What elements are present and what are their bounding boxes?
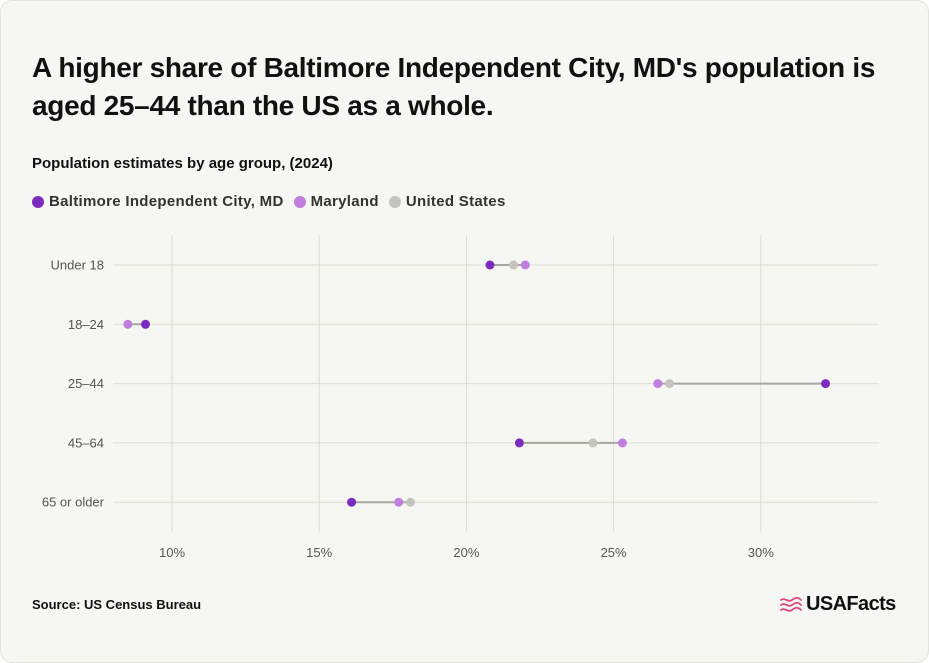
data-point-baltimore <box>347 497 357 507</box>
logo-text: USAFacts <box>806 593 896 615</box>
usafacts-logo: USAFacts <box>780 593 896 616</box>
data-point-baltimore <box>514 438 524 448</box>
dot-plot-chart: 10% 15% 20% 25% 30% Under 18 18–24 25–44 45–64 65… <box>42 235 879 560</box>
data-point-maryland <box>394 497 404 507</box>
legend-item-baltimore: Baltimore Independent City, MD <box>32 193 284 210</box>
category-label: 25–44 <box>68 376 104 391</box>
legend-label-maryland: Maryland <box>310 193 379 210</box>
data-point-united-states <box>509 260 519 270</box>
data-point-baltimore <box>821 379 831 389</box>
category-label: 45–64 <box>68 435 104 450</box>
legend-label-united-states: United States <box>405 193 506 210</box>
legend-swatch-baltimore <box>32 195 44 208</box>
chart-subtitle: Population estimates by age group, (2024… <box>32 155 333 172</box>
legend: Baltimore Independent City, MD Maryland … <box>32 193 516 210</box>
x-tick-label: 15% <box>306 545 332 560</box>
legend-item-maryland: Maryland <box>293 193 379 210</box>
source-note: Source: US Census Bureau <box>32 597 202 612</box>
data-point-united-states <box>405 497 415 507</box>
legend-swatch-maryland <box>293 195 306 208</box>
data-point-united-states <box>588 438 598 448</box>
legend-label-baltimore: Baltimore Independent City, MD <box>49 193 284 210</box>
data-point-maryland <box>617 438 627 448</box>
category-label: Under 18 <box>51 258 104 273</box>
data-point-baltimore <box>141 319 151 329</box>
legend-swatch-united-states <box>388 195 401 208</box>
category-label: 18–24 <box>68 317 104 332</box>
data-point-maryland <box>123 319 133 329</box>
data-point-united-states <box>665 379 675 389</box>
x-tick-label: 20% <box>453 545 479 560</box>
x-tick-label: 30% <box>748 545 774 560</box>
x-tick-label: 25% <box>601 545 627 560</box>
category-label: 65 or older <box>42 495 105 510</box>
x-tick-label: 10% <box>159 545 185 560</box>
data-point-maryland <box>653 379 663 389</box>
legend-item-united-states: United States <box>388 193 506 210</box>
data-point-baltimore <box>485 260 495 270</box>
flag-icon <box>780 596 802 612</box>
data-point-maryland <box>520 260 530 270</box>
chart-title: A higher share of Baltimore Independent … <box>32 52 876 121</box>
